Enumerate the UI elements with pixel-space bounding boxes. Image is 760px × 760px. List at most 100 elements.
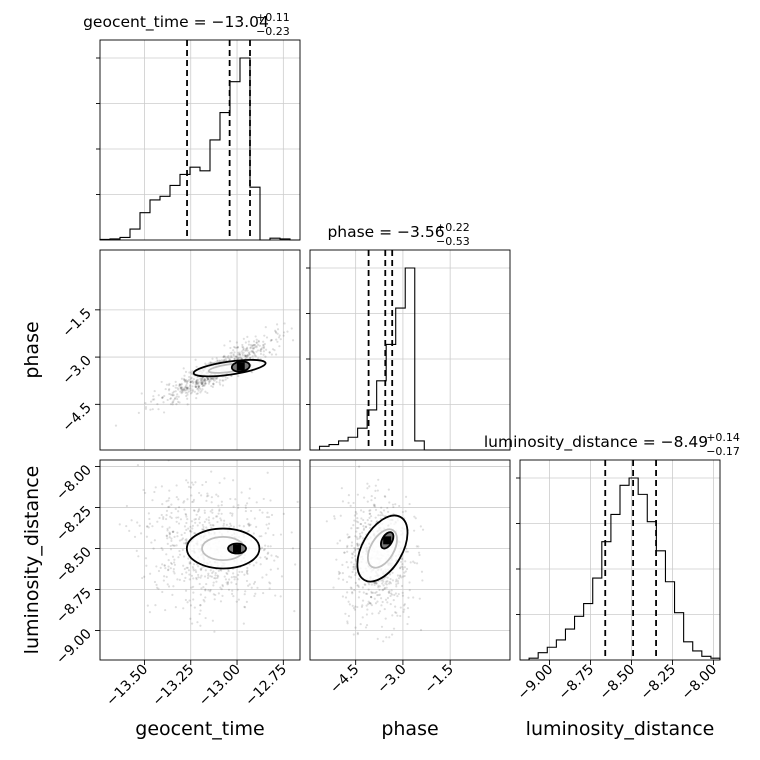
sample-point bbox=[175, 495, 178, 499]
sample-point bbox=[251, 349, 254, 352]
sample-point bbox=[196, 510, 200, 513]
sample-point bbox=[171, 403, 174, 406]
sample-point bbox=[268, 581, 271, 584]
sample-point bbox=[178, 384, 181, 387]
sample-point bbox=[172, 530, 175, 533]
sample-point bbox=[172, 544, 175, 547]
sample-point bbox=[163, 394, 166, 398]
scatter-luminosity_distance_vs_geocent_time bbox=[118, 460, 299, 633]
sample-point bbox=[273, 559, 276, 562]
sample-point bbox=[354, 573, 357, 577]
sample-point bbox=[203, 520, 206, 523]
sample-point bbox=[168, 536, 171, 539]
y-tick-label: −4.5 bbox=[59, 400, 94, 435]
sample-point bbox=[381, 578, 384, 581]
sample-point bbox=[199, 377, 202, 380]
sample-point bbox=[341, 563, 344, 566]
sample-point bbox=[245, 349, 248, 352]
sample-point bbox=[245, 356, 249, 359]
sample-point bbox=[244, 347, 247, 351]
sample-point bbox=[377, 478, 380, 481]
sample-point bbox=[185, 384, 188, 387]
sample-point bbox=[404, 495, 408, 498]
sample-point bbox=[254, 592, 257, 595]
sample-point bbox=[350, 561, 353, 564]
sample-point bbox=[237, 356, 240, 359]
sample-point bbox=[211, 524, 214, 527]
sample-point bbox=[216, 515, 219, 518]
sample-point bbox=[394, 605, 397, 608]
sample-point bbox=[247, 529, 250, 533]
sample-point bbox=[262, 497, 265, 501]
sample-point bbox=[357, 585, 360, 589]
sample-point bbox=[201, 382, 205, 386]
sample-point bbox=[350, 552, 354, 555]
sample-point bbox=[243, 573, 246, 576]
sample-point bbox=[286, 330, 289, 333]
sample-point bbox=[215, 357, 218, 360]
sample-point bbox=[184, 370, 188, 373]
sample-point bbox=[405, 567, 409, 571]
sample-point bbox=[267, 551, 270, 554]
sample-point bbox=[344, 612, 347, 615]
sample-point bbox=[187, 485, 191, 488]
sample-point bbox=[400, 584, 404, 588]
sample-point bbox=[191, 524, 195, 528]
sample-point bbox=[246, 530, 249, 533]
sample-point bbox=[213, 598, 216, 601]
sample-point bbox=[374, 516, 377, 519]
sample-point bbox=[216, 520, 219, 524]
sample-point bbox=[204, 588, 207, 591]
sample-point bbox=[214, 378, 217, 381]
sample-point bbox=[248, 487, 251, 490]
sample-point bbox=[201, 483, 204, 487]
sample-point bbox=[244, 349, 247, 352]
sample-point bbox=[137, 555, 140, 558]
sample-point bbox=[244, 355, 247, 358]
sample-point bbox=[189, 380, 192, 384]
sample-point bbox=[358, 532, 362, 535]
sample-point bbox=[168, 505, 171, 508]
sample-point bbox=[234, 576, 237, 579]
sample-point bbox=[190, 586, 193, 589]
sample-point bbox=[205, 495, 209, 498]
sample-point bbox=[157, 587, 160, 590]
sample-point bbox=[381, 589, 384, 592]
sample-point bbox=[205, 582, 208, 586]
sample-point bbox=[247, 340, 250, 343]
sample-point bbox=[252, 532, 255, 535]
sample-point bbox=[175, 520, 178, 523]
sample-point bbox=[374, 489, 377, 492]
sample-point bbox=[174, 386, 177, 389]
sample-point bbox=[358, 465, 361, 468]
sample-point bbox=[161, 525, 164, 528]
frame-layer bbox=[95, 39, 721, 665]
sample-point bbox=[221, 583, 224, 587]
sample-point bbox=[181, 391, 184, 394]
sample-point bbox=[212, 383, 215, 386]
sample-point bbox=[191, 379, 194, 382]
sample-point bbox=[346, 591, 349, 594]
sample-point bbox=[167, 568, 170, 571]
sample-point bbox=[399, 567, 402, 570]
sample-point bbox=[255, 345, 258, 348]
y-axis-label-luminosity_distance: luminosity_distance bbox=[21, 466, 43, 655]
sample-point bbox=[357, 521, 360, 524]
sample-point bbox=[333, 517, 336, 520]
sample-point bbox=[264, 355, 267, 358]
sample-point bbox=[378, 588, 381, 592]
sample-point bbox=[215, 380, 218, 384]
sample-point bbox=[173, 544, 176, 547]
sample-point bbox=[180, 533, 183, 536]
sample-point bbox=[262, 340, 265, 343]
sample-point bbox=[389, 594, 392, 598]
sample-point bbox=[182, 388, 185, 391]
sample-point bbox=[187, 379, 190, 382]
sample-point bbox=[356, 605, 359, 609]
sample-point bbox=[197, 385, 200, 388]
sample-point bbox=[237, 573, 240, 577]
sample-point bbox=[200, 587, 203, 590]
sample-point bbox=[231, 479, 235, 482]
sample-point bbox=[329, 309, 331, 311]
sample-point bbox=[251, 355, 254, 358]
